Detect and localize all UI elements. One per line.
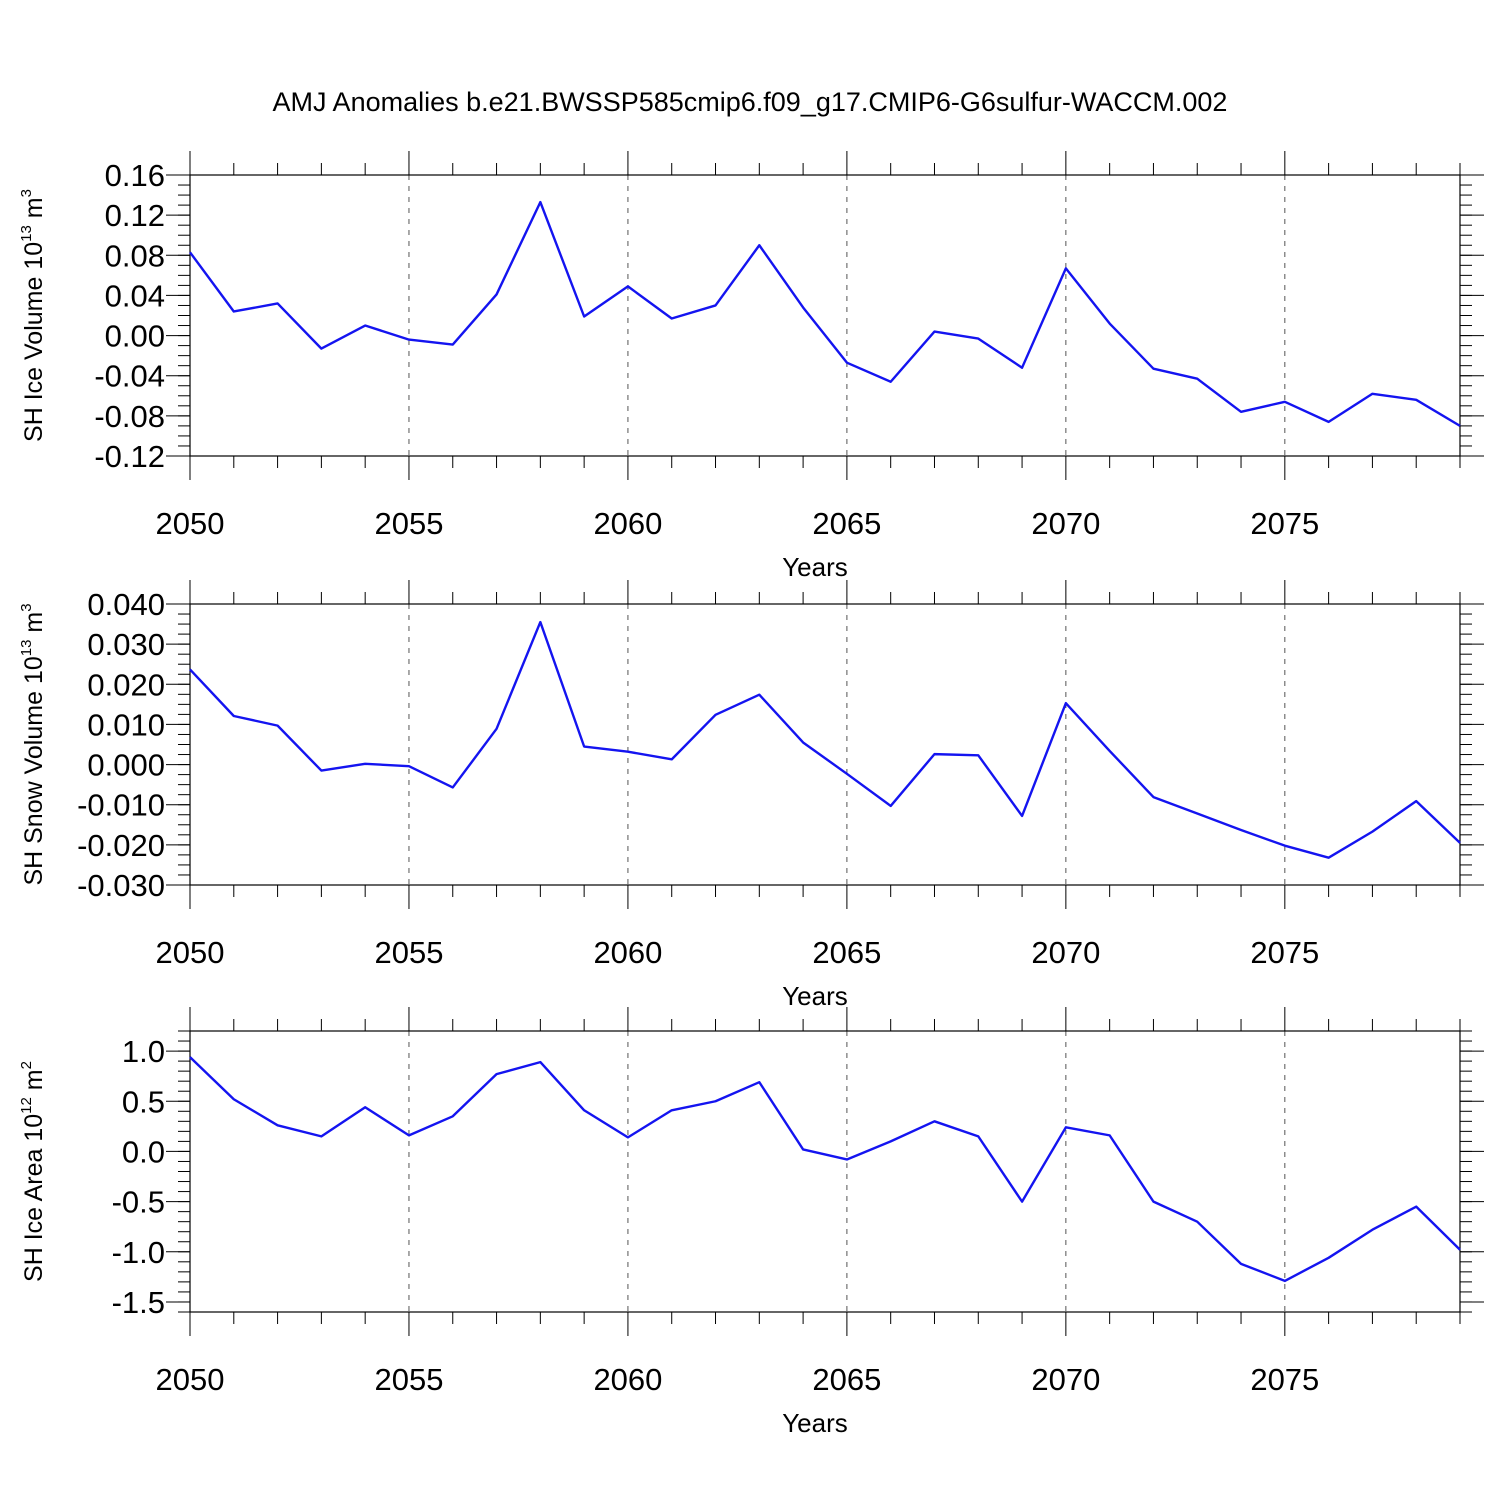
- x-tick-label: 2075: [1250, 506, 1319, 541]
- x-tick-label: 2065: [812, 1362, 881, 1397]
- panel-snow-volume: 0.040 0.030 0.020 0.010 0.000 -0.010 -0.020 -0.…: [18, 580, 1484, 1011]
- y-tick-label: -1.5: [112, 1285, 165, 1320]
- y-tick-label: -0.04: [94, 359, 165, 394]
- y-tick-label: 0.12: [105, 198, 165, 233]
- y-tick-label: 0.5: [122, 1084, 165, 1119]
- y-tick-label: 0.16: [105, 158, 165, 193]
- y-tick-label: 0.040: [87, 587, 165, 622]
- x-tick-label: 2060: [593, 506, 662, 541]
- y-tick-label: 0.020: [87, 667, 165, 702]
- x-tick-label: 2060: [593, 935, 662, 970]
- x-axis-label: Years: [782, 1408, 848, 1438]
- series-line: [189, 1056, 1461, 1283]
- y-axis-label: SH Ice Volume 1013 m3: [18, 189, 48, 442]
- x-tick-label: 2075: [1250, 935, 1319, 970]
- x-tick-label: 2070: [1031, 935, 1100, 970]
- plot-frame: [189, 1030, 1461, 1313]
- y-tick-label: 0.04: [105, 278, 165, 313]
- plot-frame: [189, 603, 1461, 886]
- x-tick-label: 2065: [812, 506, 881, 541]
- x-tick-label: 2065: [812, 935, 881, 970]
- y-tick-label: -0.010: [77, 788, 165, 823]
- y-tick-label: 1.0: [122, 1034, 165, 1069]
- y-tick-label: -0.08: [94, 399, 165, 434]
- x-tick-label: 2050: [156, 506, 225, 541]
- x-tick-label: 2060: [593, 1362, 662, 1397]
- x-tick-label: 2050: [156, 1362, 225, 1397]
- x-tick-label: 2055: [374, 1362, 443, 1397]
- y-tick-label: 0.010: [87, 707, 165, 742]
- series-line: [189, 620, 1461, 859]
- x-tick-label: 2050: [156, 935, 225, 970]
- panel-ice-volume: 0.16 0.12 0.08 0.04 0.00 -0.04 -0.08 -0.12 2050 2…: [18, 151, 1484, 582]
- plot-frame: [189, 174, 1461, 457]
- y-tick-label: 0.0: [122, 1134, 165, 1169]
- series-line: [189, 200, 1461, 427]
- y-tick-label: 0.000: [87, 748, 165, 783]
- y-tick-label: -0.5: [112, 1185, 165, 1220]
- y-tick-label: 0.08: [105, 238, 165, 273]
- x-tick-label: 2055: [374, 506, 443, 541]
- x-tick-label: 2070: [1031, 1362, 1100, 1397]
- figure-title: AMJ Anomalies b.e21.BWSSP585cmip6.f09_g1…: [273, 87, 1228, 117]
- y-axis-label: SH Ice Area 1012 m2: [18, 1061, 48, 1282]
- x-axis-label: Years: [782, 552, 848, 582]
- y-tick-label: 0.00: [105, 319, 165, 354]
- y-tick-label: -0.020: [77, 828, 165, 863]
- y-tick-label: -1.0: [112, 1235, 165, 1270]
- y-tick-label: 0.030: [87, 627, 165, 662]
- x-tick-label: 2070: [1031, 506, 1100, 541]
- panel-ice-area: 1.0 0.5 0.0 -0.5 -1.0 -1.5 2050 2055 2060 2065 207…: [18, 1007, 1484, 1438]
- y-axis-label: SH Snow Volume 1013 m3: [18, 603, 48, 885]
- y-tick-label: -0.030: [77, 868, 165, 903]
- x-tick-label: 2075: [1250, 1362, 1319, 1397]
- y-tick-label: -0.12: [94, 439, 165, 474]
- x-tick-label: 2055: [374, 935, 443, 970]
- x-axis-label: Years: [782, 981, 848, 1011]
